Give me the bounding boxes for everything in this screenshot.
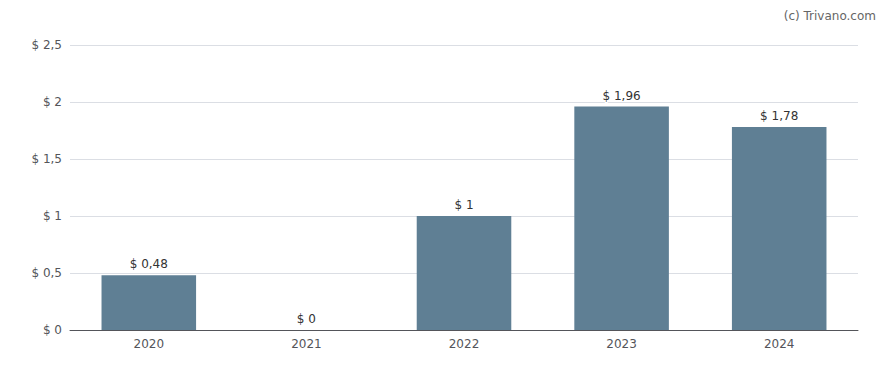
svg-text:2020: 2020 — [134, 337, 165, 351]
svg-text:$ 2: $ 2 — [43, 95, 62, 109]
svg-text:$ 0: $ 0 — [297, 312, 316, 326]
svg-text:$ 1,78: $ 1,78 — [760, 109, 798, 123]
svg-text:$ 1,5: $ 1,5 — [31, 152, 62, 166]
svg-text:$ 2,5: $ 2,5 — [31, 38, 62, 52]
svg-text:$ 0,48: $ 0,48 — [130, 257, 168, 271]
svg-text:2022: 2022 — [449, 337, 480, 351]
svg-text:2024: 2024 — [764, 337, 795, 351]
svg-text:2023: 2023 — [606, 337, 637, 351]
svg-text:(c) Trivano.com: (c) Trivano.com — [784, 9, 876, 23]
svg-text:2021: 2021 — [291, 337, 322, 351]
svg-text:$ 1: $ 1 — [43, 209, 62, 223]
svg-text:$ 1,96: $ 1,96 — [603, 89, 641, 103]
svg-text:$ 0,5: $ 0,5 — [31, 266, 62, 280]
svg-text:$ 1: $ 1 — [454, 198, 473, 212]
svg-text:$ 0: $ 0 — [43, 323, 62, 337]
